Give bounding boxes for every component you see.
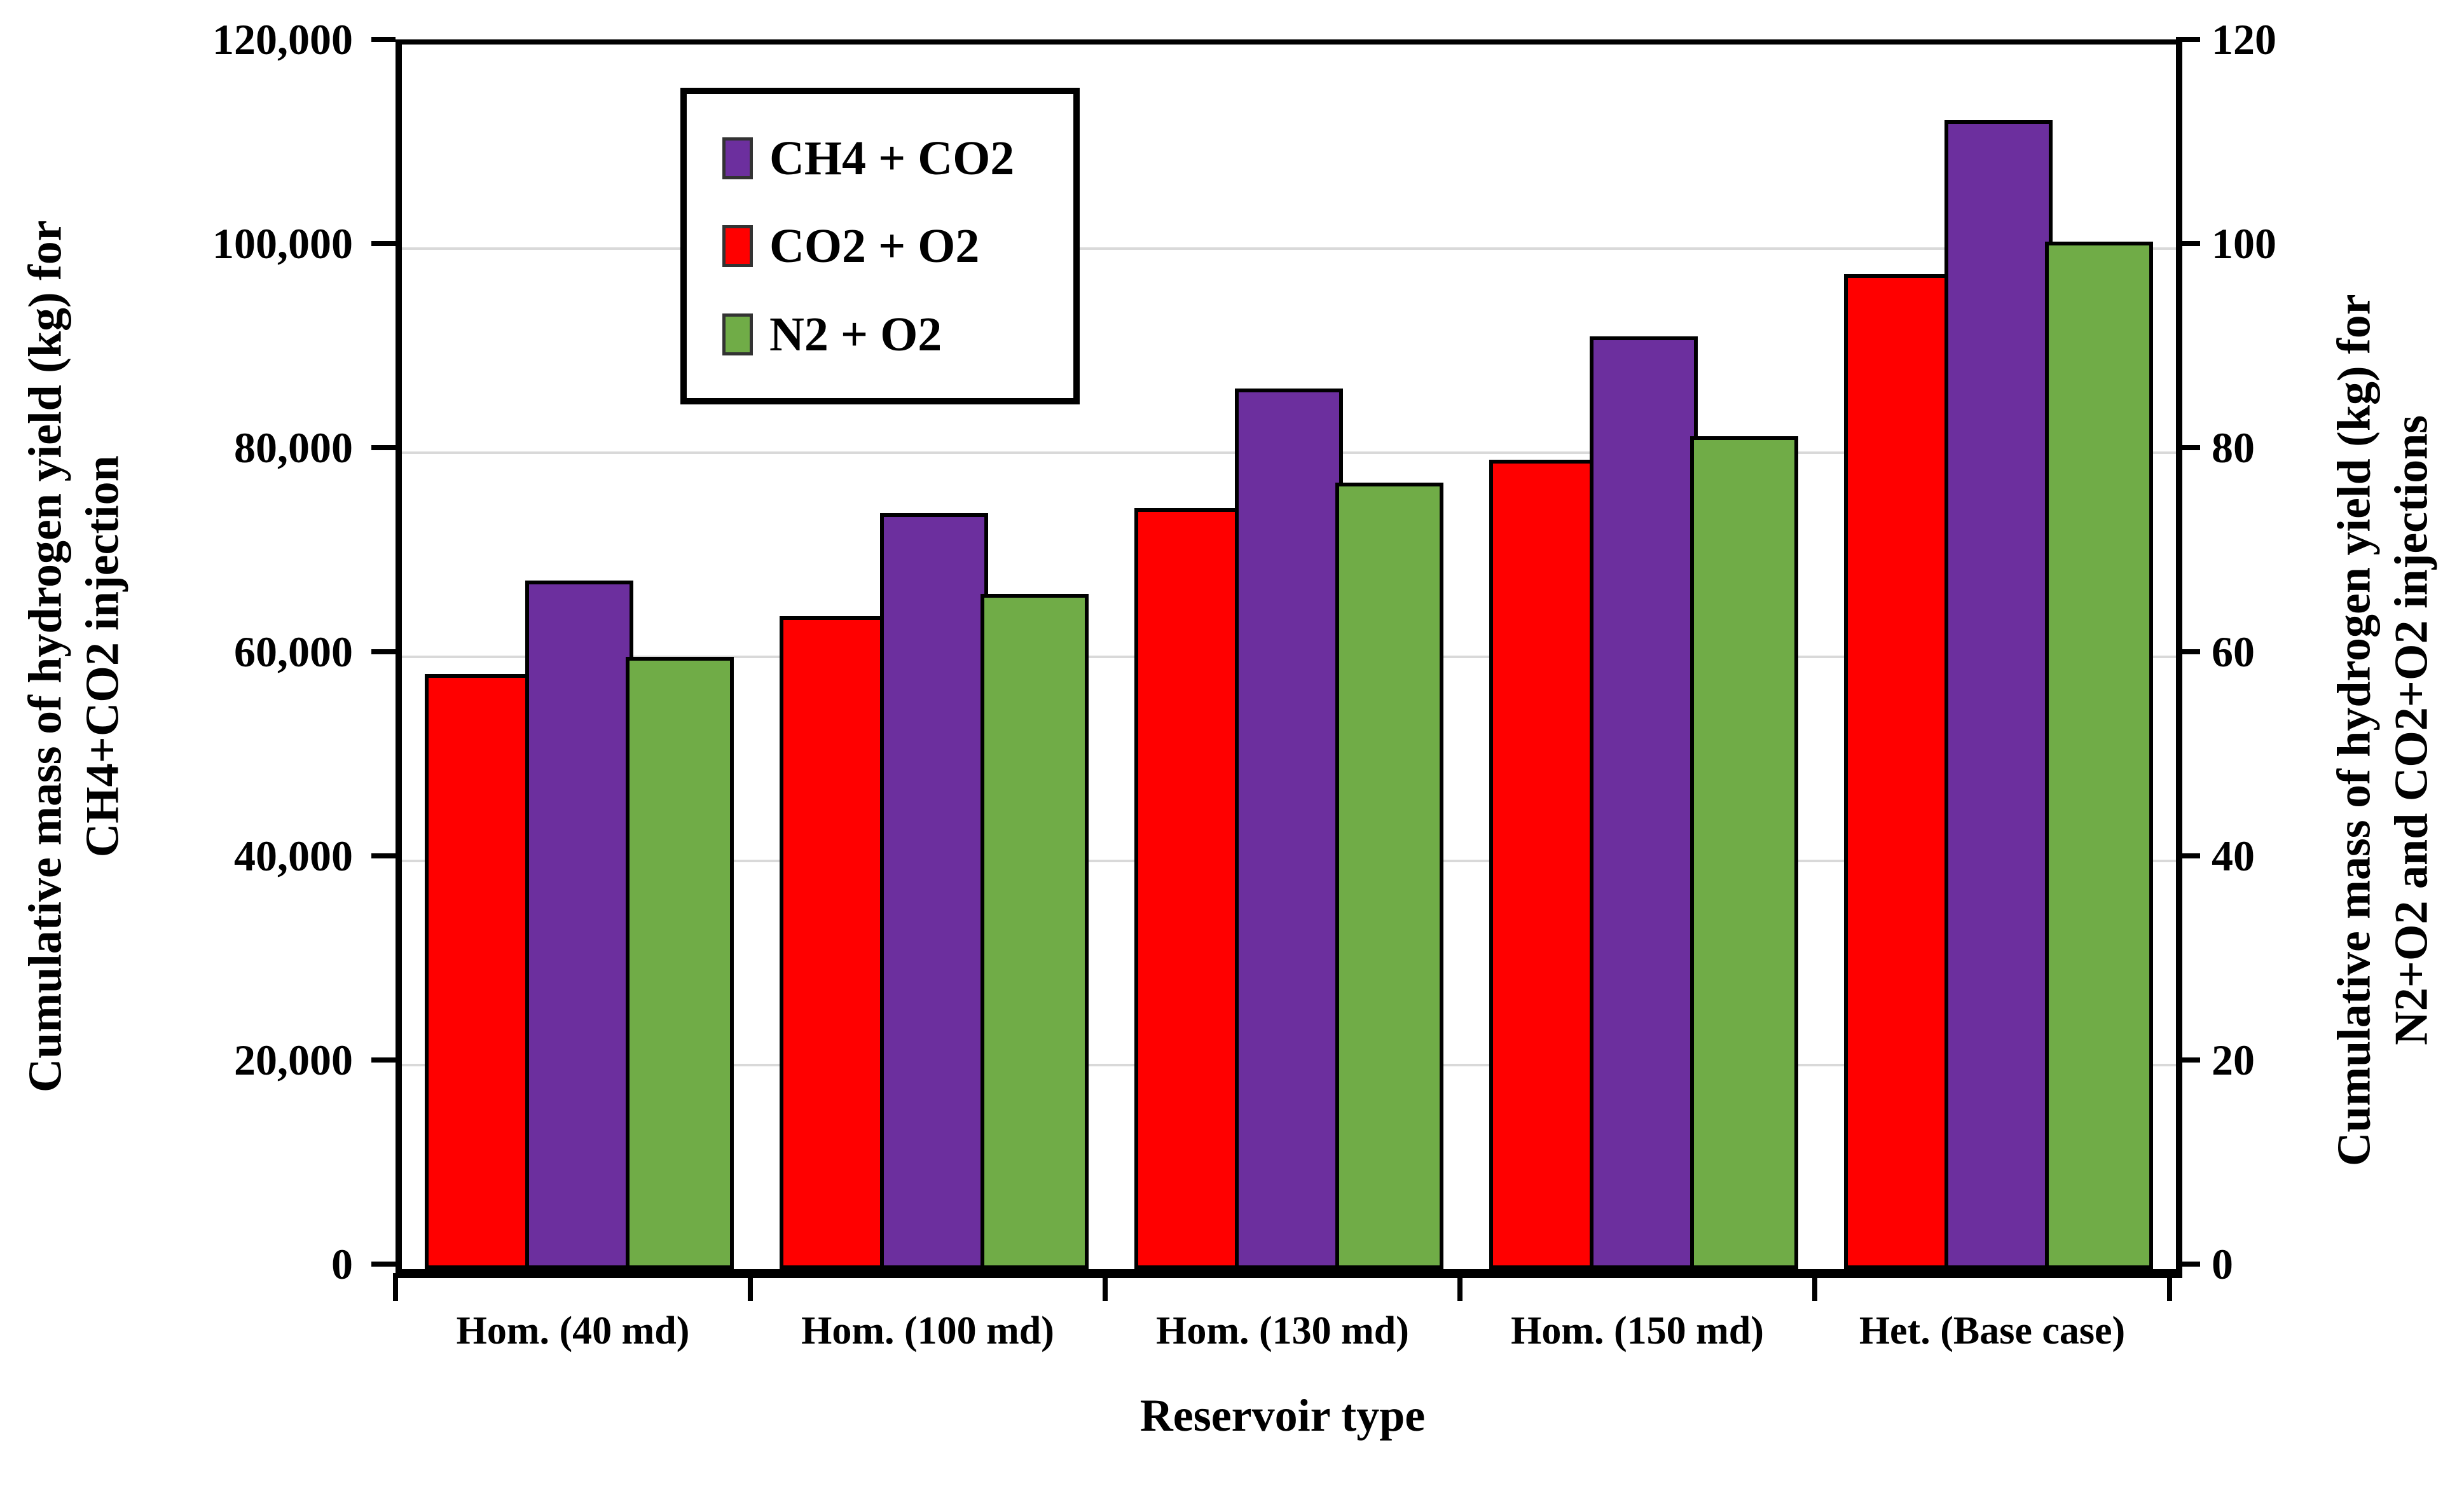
y-axis-right-tick-label-60: 60 bbox=[2212, 628, 2255, 676]
legend-swatch-ch4-co2-icon bbox=[722, 137, 753, 179]
y-axis-right-tick-label-120: 120 bbox=[2212, 15, 2276, 64]
y-axis-left-tick-label-120000: 120,000 bbox=[212, 15, 353, 64]
y-axis-right-tick bbox=[2176, 1057, 2200, 1063]
bar-co2-o2-hom-40-md bbox=[425, 674, 533, 1269]
bar-ch4-co2-hom-40-md bbox=[525, 580, 633, 1269]
x-axis-tick bbox=[1103, 1273, 1108, 1301]
x-axis-tick bbox=[1457, 1273, 1463, 1301]
y-axis-right-tick bbox=[2176, 649, 2200, 654]
y-axis-title-right: Cumulative mass of hydrogen yield (kg) f… bbox=[2328, 294, 2438, 1167]
x-category-label-het-base-case: Het. (Base case) bbox=[1859, 1309, 2126, 1352]
y-axis-right-tick-label-0: 0 bbox=[2212, 1240, 2233, 1288]
y-axis-left-tick-label-60000: 60,000 bbox=[234, 628, 353, 676]
x-axis-tick bbox=[393, 1273, 398, 1301]
y-axis-left-tick bbox=[371, 241, 396, 246]
bar-co2-o2-hom-100-md bbox=[780, 616, 888, 1269]
y-axis-left-tick-label-80000: 80,000 bbox=[234, 423, 353, 472]
y-axis-right-tick bbox=[2176, 445, 2200, 450]
x-axis-title: Reservoir type bbox=[1139, 1390, 1426, 1441]
legend-swatch-n2-o2-icon bbox=[722, 313, 753, 355]
y-axis-left-tick bbox=[371, 37, 396, 42]
y-axis-left-tick bbox=[371, 1262, 396, 1267]
y-axis-left-tick bbox=[371, 445, 396, 450]
legend-swatch-co2-o2-icon bbox=[722, 225, 753, 267]
plot-inner bbox=[402, 45, 2176, 1269]
y-axis-right-tick-label-100: 100 bbox=[2212, 219, 2276, 268]
x-axis-tick bbox=[748, 1273, 753, 1301]
y-axis-left-tick bbox=[371, 853, 396, 858]
bar-n2-o2-hom-150-md bbox=[1690, 436, 1798, 1269]
y-axis-left-tick bbox=[371, 649, 396, 654]
legend: CH4 + CO2 CO2 + O2 N2 + O2 bbox=[680, 88, 1080, 404]
plot-area bbox=[396, 39, 2182, 1278]
x-category-label-hom-100-md: Hom. (100 md) bbox=[801, 1309, 1054, 1352]
bar-n2-o2-hom-130-md bbox=[1335, 482, 1443, 1269]
x-axis-tick bbox=[1812, 1273, 1817, 1301]
gridline-100000 bbox=[402, 247, 2176, 250]
x-category-label-hom-40-md: Hom. (40 md) bbox=[456, 1309, 690, 1352]
y-axis-right-tick-label-80: 80 bbox=[2212, 423, 2255, 472]
x-category-label-hom-130-md: Hom. (130 md) bbox=[1156, 1309, 1409, 1352]
y-axis-right-tick bbox=[2176, 241, 2200, 246]
legend-item-ch4-co2: CH4 + CO2 bbox=[722, 134, 1073, 182]
y-axis-left-tick-label-0: 0 bbox=[331, 1240, 353, 1288]
legend-item-co2-o2: CO2 + O2 bbox=[722, 222, 1073, 270]
bar-ch4-co2-hom-150-md bbox=[1590, 336, 1698, 1269]
legend-label-ch4-co2: CH4 + CO2 bbox=[769, 131, 1015, 185]
y-axis-left-tick-label-100000: 100,000 bbox=[212, 219, 353, 268]
y-axis-right-tick-label-20: 20 bbox=[2212, 1036, 2255, 1084]
bar-co2-o2-hom-130-md bbox=[1134, 507, 1242, 1269]
bar-n2-o2-hom-100-md bbox=[981, 593, 1089, 1269]
y-axis-left-tick-label-20000: 20,000 bbox=[234, 1036, 353, 1084]
y-axis-right-tick bbox=[2176, 37, 2200, 42]
bar-n2-o2-het-base-case bbox=[2045, 241, 2153, 1269]
bar-ch4-co2-hom-130-md bbox=[1235, 388, 1343, 1269]
legend-label-co2-o2: CO2 + O2 bbox=[769, 219, 980, 273]
bar-ch4-co2-het-base-case bbox=[1944, 120, 2053, 1269]
y-axis-right-tick bbox=[2176, 853, 2200, 858]
bar-co2-o2-hom-150-md bbox=[1489, 460, 1597, 1269]
y-axis-left-tick bbox=[371, 1057, 396, 1063]
legend-label-n2-o2: N2 + O2 bbox=[769, 307, 942, 361]
bar-n2-o2-hom-40-md bbox=[626, 657, 734, 1269]
bar-co2-o2-het-base-case bbox=[1844, 274, 1952, 1269]
bar-ch4-co2-hom-100-md bbox=[880, 513, 988, 1269]
y-axis-left-tick-label-40000: 40,000 bbox=[234, 832, 353, 880]
y-axis-right-tick bbox=[2176, 1262, 2200, 1267]
legend-item-n2-o2: N2 + O2 bbox=[722, 310, 1073, 359]
x-axis-tick bbox=[2167, 1273, 2172, 1301]
y-axis-right-tick-label-40: 40 bbox=[2212, 832, 2255, 880]
x-category-label-hom-150-md: Hom. (150 md) bbox=[1511, 1309, 1764, 1352]
